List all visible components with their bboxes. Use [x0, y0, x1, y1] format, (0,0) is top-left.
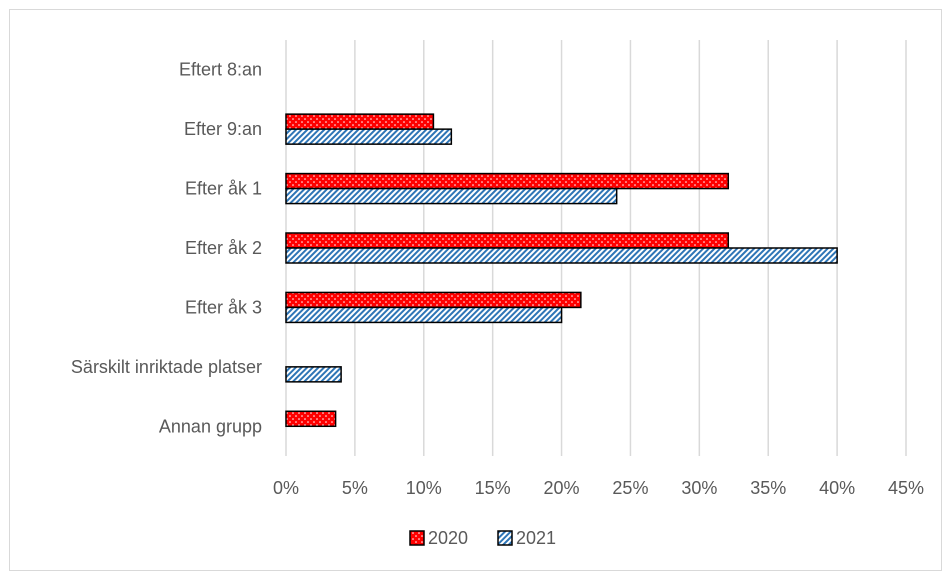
legend-label: 2020 [428, 528, 468, 548]
x-tick-label: 15% [475, 478, 511, 498]
x-tick-label: 0% [273, 478, 299, 498]
bar-2020 [285, 232, 730, 249]
category-axis-labels: Eftert 8:an Efter 9:an Efter åk 1 Efter åk … [71, 60, 262, 437]
legend-swatch [409, 530, 425, 546]
legend: 2020 2021 [409, 528, 556, 548]
x-tick-label: 35% [750, 478, 786, 498]
bar-2021 [285, 247, 838, 264]
x-tick-label: 30% [681, 478, 717, 498]
category-label: Efter åk 1 [185, 179, 262, 199]
chart-border [9, 9, 942, 571]
x-tick-label: 5% [342, 478, 368, 498]
category-label: Efter åk 3 [185, 297, 262, 317]
category-label: Särskilt inriktade platser [71, 357, 262, 377]
x-tick-label: 45% [888, 478, 924, 498]
bar-2021 [285, 128, 453, 145]
legend-label: 2021 [516, 528, 556, 548]
bar-2021 [285, 187, 618, 205]
value-axis-labels: 0% 5% 10% 15% 20% 25% 30% 35% 40% 45% [273, 478, 924, 498]
x-tick-label: 10% [406, 478, 442, 498]
x-tick-label: 20% [544, 478, 580, 498]
x-tick-label: 40% [819, 478, 855, 498]
bar-2020 [285, 113, 435, 130]
category-label: Efter 9:an [184, 119, 262, 139]
category-label: Eftert 8:an [179, 60, 262, 80]
legend-swatch [497, 530, 513, 546]
category-label: Efter åk 2 [185, 238, 262, 258]
bar-2020 [285, 291, 582, 309]
x-tick-label: 25% [612, 478, 648, 498]
bar-2020 [285, 172, 730, 190]
bar-2021 [285, 306, 563, 324]
bar-2020 [285, 410, 337, 428]
category-label: Annan grupp [159, 416, 262, 436]
bars [285, 113, 838, 428]
bar-2021 [285, 366, 342, 383]
